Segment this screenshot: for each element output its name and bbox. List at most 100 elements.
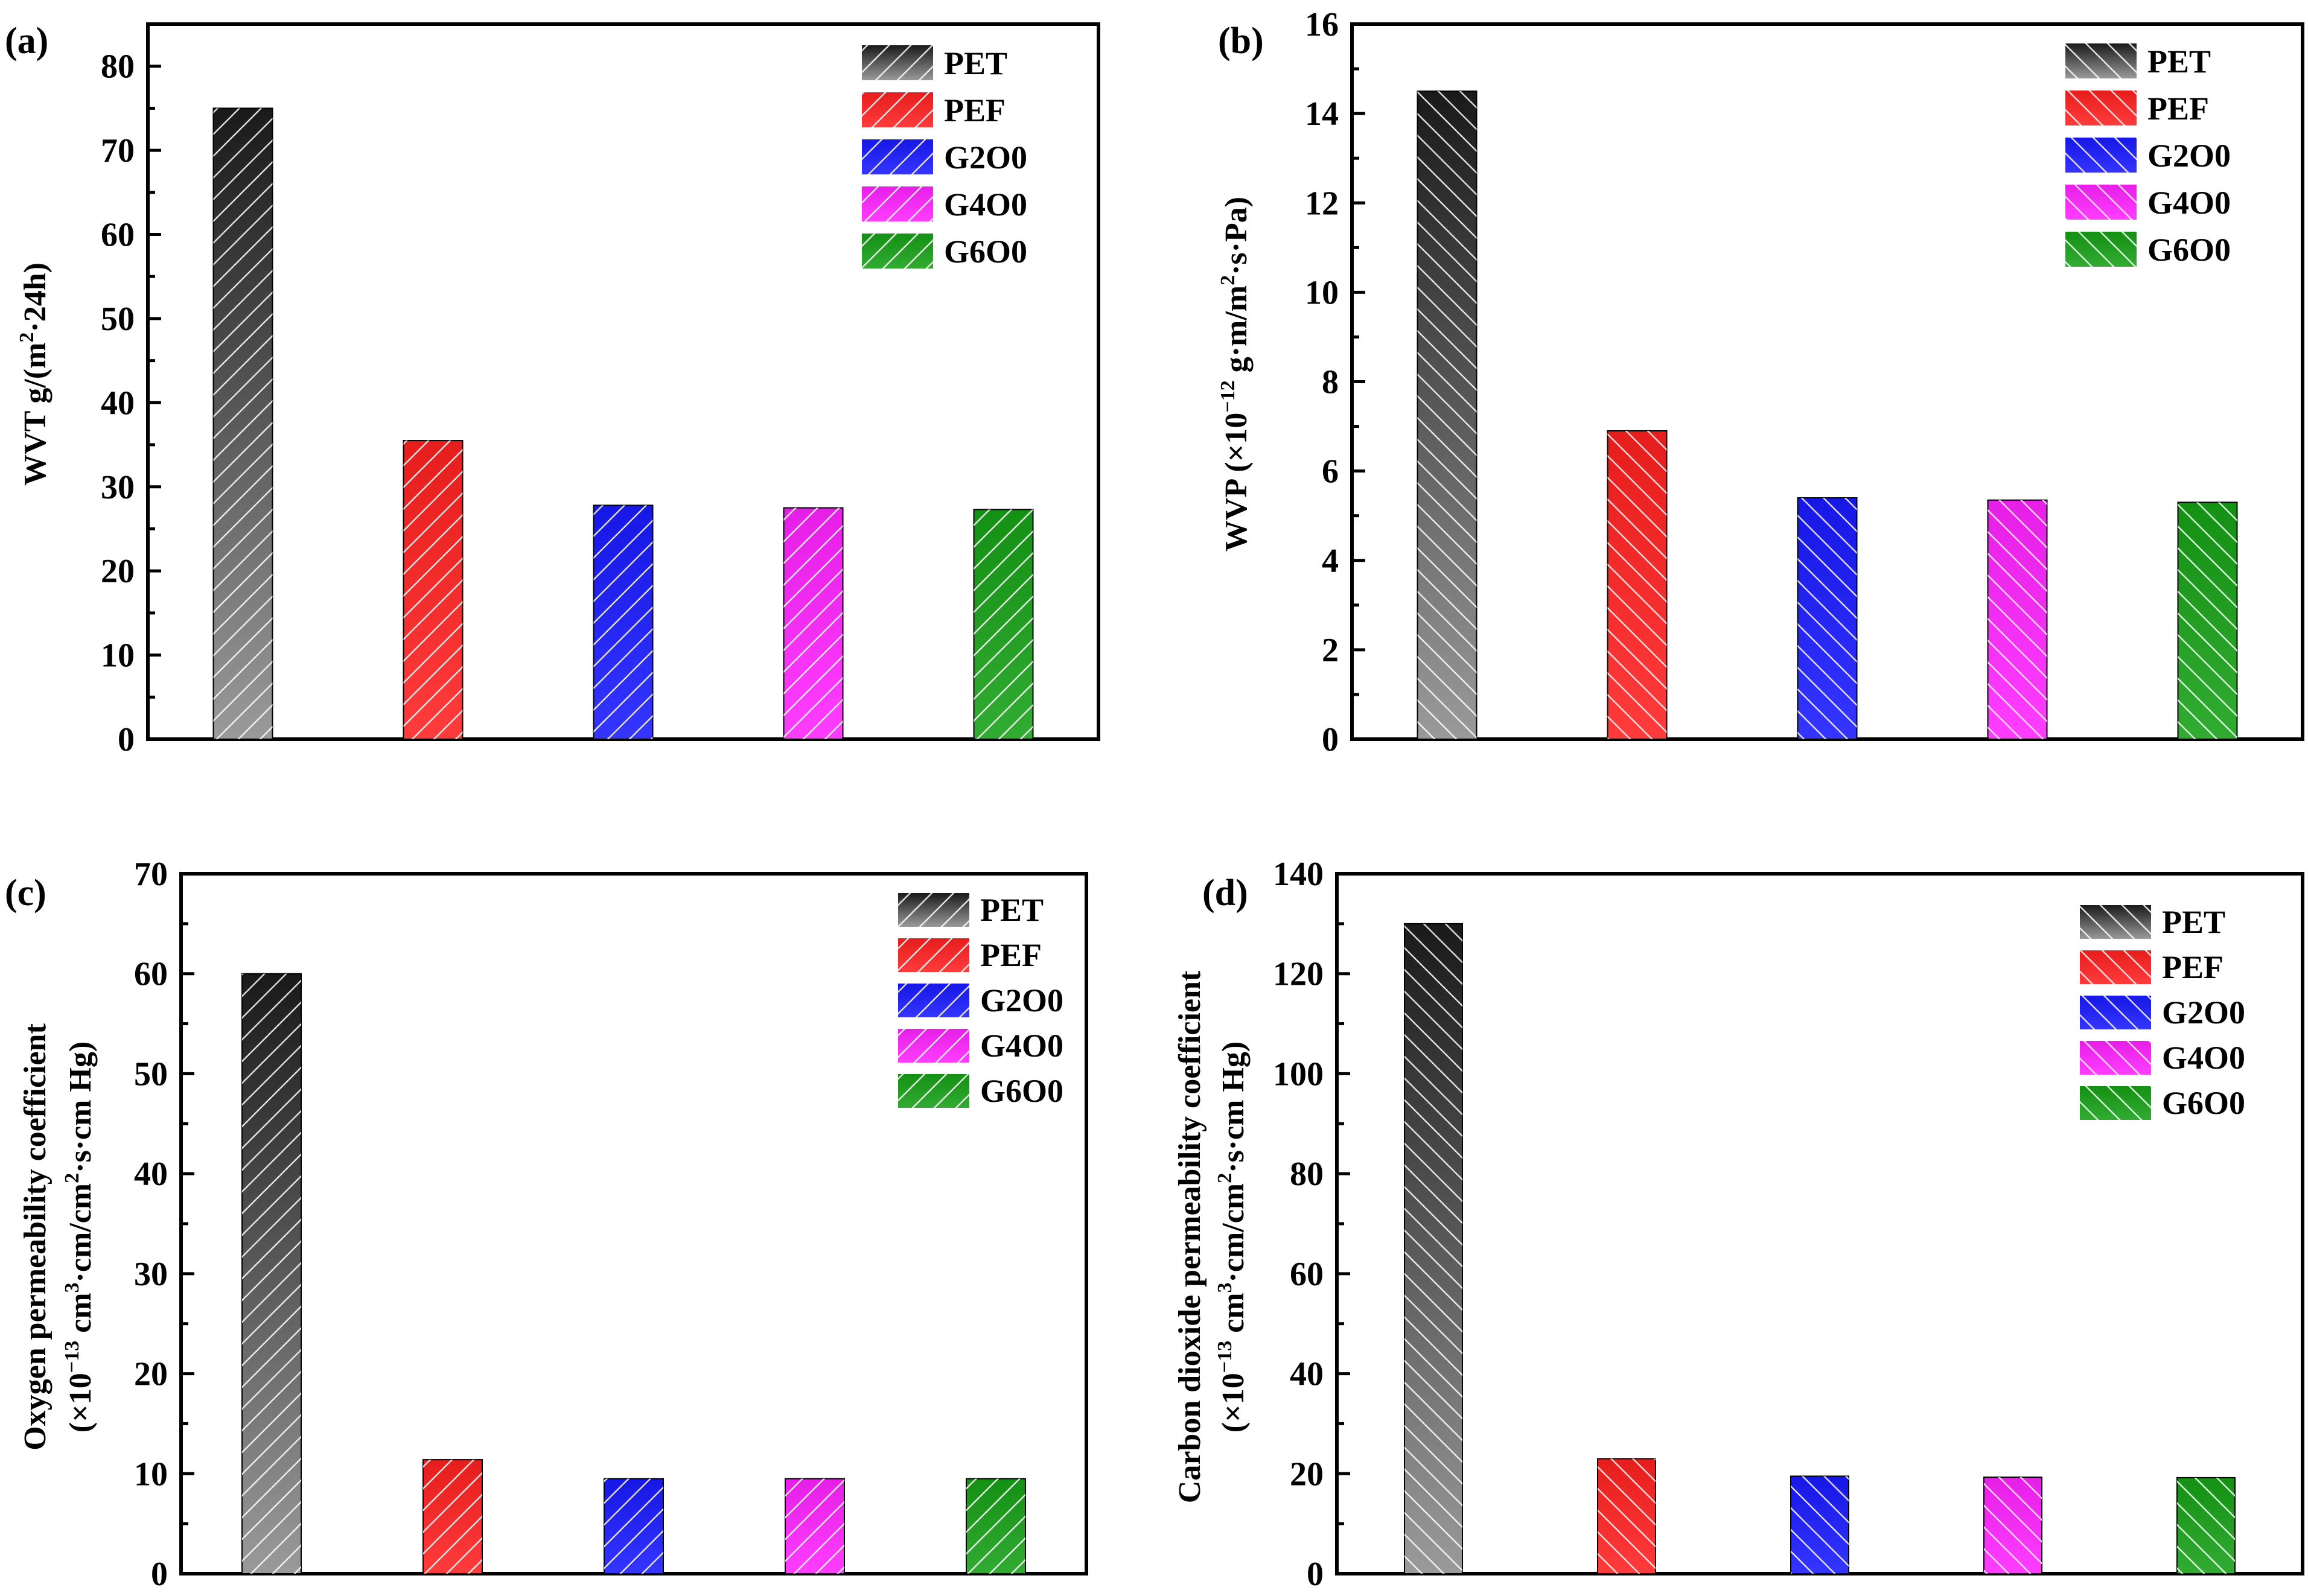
panel-d-ytick-label: 140 bbox=[1273, 856, 1324, 893]
panel-a-ytick-label: 30 bbox=[101, 469, 135, 506]
panel-d-letter: (d) bbox=[1202, 873, 1248, 914]
panel-b-bar-hatch-g6o0 bbox=[2178, 502, 2237, 739]
panel-a-legend-label-g6o0: G6O0 bbox=[944, 234, 1027, 270]
panel-a-legend-swatch-hatch bbox=[862, 186, 933, 221]
panel-a-legend-label-pef: PEF bbox=[944, 92, 1006, 129]
panel-d-bar-hatch-g2o0 bbox=[1791, 1476, 1849, 1574]
panel-a-bar-hatch-g6o0 bbox=[974, 509, 1033, 739]
panel-a-legend-swatch-hatch bbox=[862, 234, 933, 269]
panel-d-frame bbox=[1335, 872, 2304, 1575]
panel-a-legend-label-g2o0: G2O0 bbox=[944, 139, 1027, 176]
panel-a-ytick-label: 20 bbox=[101, 553, 135, 590]
panel-c-ytick-label: 20 bbox=[134, 1356, 168, 1393]
panel-c-bar-hatch-g4o0 bbox=[785, 1478, 844, 1574]
panel-c-ytick-label: 50 bbox=[134, 1055, 168, 1093]
panel-a-legend-label-pet: PET bbox=[944, 45, 1007, 81]
panel-d-bar-hatch-pet bbox=[1404, 923, 1462, 1574]
panel-c-plot: 0 10 20 30 40 50 60 70 PET PEF G2O0 G4O0 G6O0 bbox=[134, 856, 1088, 1593]
panel-c-ytick-label: 60 bbox=[134, 956, 168, 993]
panel-b-ytick-label: 12 bbox=[1305, 185, 1339, 222]
panel-b: (b) WVP (×10−12 g·m/m2·s·Pa) 0 2 4 6 8 10 12 14… bbox=[1217, 6, 2304, 758]
panel-b-legend-label-g4o0: G4O0 bbox=[2147, 185, 2231, 221]
panel-d: (d) Carbon dioxide permeability coeffici… bbox=[1173, 856, 2304, 1593]
panel-c-ytick-label: 70 bbox=[134, 856, 168, 893]
panel-a-ytick-label: 0 bbox=[118, 721, 135, 758]
panel-a-bar-hatch-g4o0 bbox=[783, 507, 843, 739]
panel-c-ytick-label: 0 bbox=[151, 1556, 168, 1593]
panel-d-ytick-label: 20 bbox=[1290, 1455, 1324, 1493]
panel-a-legend-swatch-hatch bbox=[862, 139, 933, 174]
panel-b-letter: (b) bbox=[1218, 21, 1264, 62]
panel-c-legend-label-pet: PET bbox=[980, 892, 1044, 928]
panel-d-ytick-label: 0 bbox=[1307, 1556, 1324, 1593]
panel-c-ytick-label: 40 bbox=[134, 1156, 168, 1193]
panel-c-ytick-label: 10 bbox=[134, 1455, 168, 1493]
panel-c-ytick-label: 30 bbox=[134, 1256, 168, 1293]
panel-d-legend-swatch-hatch bbox=[2080, 996, 2151, 1029]
panel-a-legend-label-g4o0: G4O0 bbox=[944, 186, 1027, 223]
panel-b-bar-hatch-g2o0 bbox=[1797, 498, 1857, 739]
panel-b-ylabel: WVP (×10−12 g·m/m2·s·Pa) bbox=[1217, 197, 1254, 552]
panel-c-legend-label-g6o0: G6O0 bbox=[980, 1073, 1063, 1109]
panel-b-ytick-label: 10 bbox=[1305, 274, 1339, 311]
panel-b-plot: 0 2 4 6 8 10 12 14 16 PET PEF G2O0 G4O0 G6O0 bbox=[1305, 6, 2304, 758]
panel-c-legend-swatch-hatch bbox=[898, 938, 969, 972]
panel-d-bar-hatch-g6o0 bbox=[2177, 1477, 2235, 1574]
panel-b-legend-label-pef: PEF bbox=[2147, 91, 2209, 127]
panel-b-ytick-label: 6 bbox=[1322, 453, 1339, 491]
panel-d-ytick-label: 80 bbox=[1290, 1156, 1324, 1193]
panel-a-legend-swatch-hatch bbox=[862, 92, 933, 127]
panel-b-legend-swatch-hatch bbox=[2065, 43, 2137, 78]
panel-c-frame bbox=[179, 872, 1088, 1575]
panel-d-legend-swatch-hatch bbox=[2080, 950, 2151, 984]
panel-b-legend-label-g6o0: G6O0 bbox=[2147, 232, 2231, 268]
panel-b-ytick-label: 0 bbox=[1322, 721, 1339, 758]
panel-b-ytick-label: 8 bbox=[1322, 364, 1339, 401]
panel-a-plot: 0 10 20 30 40 50 60 70 80 PET PEF G2O0 G4O0 G6O0 bbox=[101, 22, 1100, 758]
panel-d-ylabel-line2: (×10−13 cm3·cm/cm2·s·cm Hg) bbox=[1214, 1041, 1251, 1432]
panel-c-bar-hatch-pet bbox=[242, 973, 301, 1574]
panel-c-legend-swatch-hatch bbox=[898, 984, 969, 1017]
panel-c-bar-hatch-g2o0 bbox=[604, 1478, 663, 1574]
panel-b-ytick-label: 16 bbox=[1305, 6, 1339, 43]
panel-c-bar-hatch-pef bbox=[423, 1460, 482, 1574]
panel-a-ytick-label: 10 bbox=[101, 637, 135, 675]
panel-d-legend-swatch-hatch bbox=[2080, 1041, 2151, 1075]
panel-a-bar-hatch-pet bbox=[213, 108, 273, 740]
panel-c-ylabel-line2: (×10−13 cm3·cm/cm2·s·cm Hg) bbox=[61, 1041, 98, 1432]
panel-a-bar-hatch-g2o0 bbox=[593, 505, 653, 739]
panel-a-ytick-label: 40 bbox=[101, 384, 135, 422]
panel-d-plot: 0 20 40 60 80 100 120 140 PET PEF G2O0 G4O0 G6O0 bbox=[1273, 856, 2304, 1593]
panel-b-bar-hatch-pef bbox=[1607, 430, 1667, 739]
panel-d-bar-hatch-pef bbox=[1598, 1458, 1656, 1574]
panel-b-legend-swatch-hatch bbox=[2065, 91, 2137, 126]
panel-b-legend-label-g2o0: G2O0 bbox=[2147, 138, 2231, 174]
panel-b-legend-label-pet: PET bbox=[2147, 43, 2211, 80]
panel-b-bar-hatch-g4o0 bbox=[1988, 500, 2047, 739]
panel-c-legend-swatch-hatch bbox=[898, 893, 969, 927]
panel-c-legend-label-pef: PEF bbox=[980, 937, 1042, 973]
panel-b-legend-swatch-hatch bbox=[2065, 232, 2137, 267]
panel-d-legend-label-pef: PEF bbox=[2162, 949, 2224, 985]
panel-c-legend-label-g2o0: G2O0 bbox=[980, 982, 1063, 1019]
panel-c-legend-swatch-hatch bbox=[898, 1074, 969, 1108]
panel-d-ytick-label: 100 bbox=[1273, 1055, 1324, 1093]
panel-c-ylabel-line1: Oxygen permeability coefficient bbox=[18, 1023, 53, 1451]
panel-c-letter: (c) bbox=[5, 873, 46, 914]
panel-d-ytick-label: 40 bbox=[1290, 1356, 1324, 1393]
panel-a-ytick-label: 80 bbox=[101, 48, 135, 86]
panel-d-ytick-label: 60 bbox=[1290, 1256, 1324, 1293]
panel-b-ytick-label: 14 bbox=[1305, 95, 1339, 133]
panel-b-legend-swatch-hatch bbox=[2065, 185, 2137, 220]
panel-a-letter: (a) bbox=[5, 21, 48, 62]
panel-a: (a) WVT g/(m2·24h) 0 10 20 30 40 50 60 70 80 PET P… bbox=[5, 21, 1100, 758]
panel-a-ytick-label: 50 bbox=[101, 300, 135, 338]
panel-a-ylabel: WVT g/(m2·24h) bbox=[16, 262, 53, 486]
panel-d-legend-label-g2o0: G2O0 bbox=[2162, 994, 2245, 1031]
panel-c-legend-swatch-hatch bbox=[898, 1029, 969, 1063]
panel-b-ytick-label: 4 bbox=[1322, 542, 1339, 580]
panel-a-ytick-label: 70 bbox=[101, 132, 135, 170]
panel-d-legend-label-g4o0: G4O0 bbox=[2162, 1040, 2245, 1076]
panel-d-legend-label-pet: PET bbox=[2162, 904, 2225, 940]
